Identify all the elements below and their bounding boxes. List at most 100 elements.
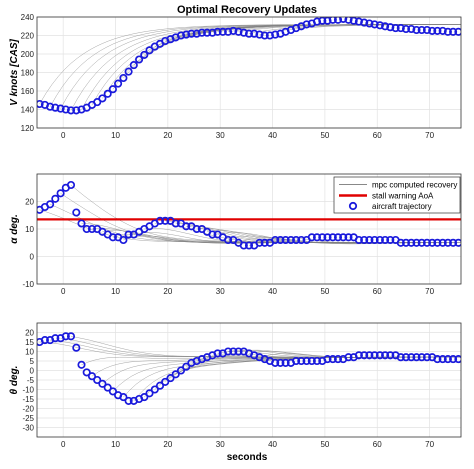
trajectory-point — [292, 356, 301, 366]
legend-label-stall: stall warning AoA — [372, 192, 434, 201]
alpha-panel: 0 10 20 30 40 50 60 70 -10 0 10 20 α deg. — [9, 173, 462, 296]
trajectory-point — [108, 233, 117, 242]
trajectory-point — [250, 29, 259, 38]
trajectory-point — [82, 368, 91, 377]
trajectory-point — [244, 29, 254, 38]
trajectory-point — [161, 216, 170, 225]
trajectory-point — [417, 353, 426, 362]
x-tick-label: 10 — [111, 287, 120, 296]
trajectory-point — [417, 25, 426, 35]
plot-content — [37, 17, 461, 115]
trajectory-point — [323, 355, 332, 364]
trajectory-point — [234, 27, 243, 36]
trajectory-point — [145, 46, 154, 55]
trajectory-point — [333, 233, 343, 242]
trajectory-point — [187, 29, 196, 38]
trajectory-point — [386, 351, 395, 360]
trajectory-point — [66, 180, 76, 190]
trajectory-point — [292, 235, 301, 245]
trajectory-point — [312, 17, 322, 26]
trajectory-point — [412, 25, 421, 35]
trajectory-point — [176, 31, 186, 40]
x-tick-label: 40 — [268, 440, 277, 449]
trajectory-point — [375, 21, 384, 30]
trajectory-point — [77, 360, 86, 369]
trajectory-point — [260, 31, 269, 40]
trajectory-point — [443, 27, 452, 36]
trajectory-point — [312, 233, 322, 242]
legend-label-mpc: mpc computed recovery — [372, 181, 457, 190]
trajectory-point — [433, 238, 442, 247]
trajectory-point — [82, 224, 91, 234]
y-tick-label: 20 — [25, 198, 34, 207]
trajectory-point — [208, 230, 217, 239]
trajectory-point — [119, 73, 128, 83]
trajectory-point — [87, 224, 97, 234]
trajectory-point — [438, 238, 447, 247]
trajectory-point — [396, 24, 405, 33]
trajectory-point — [360, 351, 369, 360]
trajectory-point — [454, 238, 461, 247]
y-axis-label: α deg. — [9, 214, 20, 244]
y-tick-label: 220 — [21, 32, 35, 41]
x-tick-label: 50 — [320, 440, 329, 449]
trajectory-point — [370, 235, 379, 245]
trajectory-point — [61, 105, 70, 114]
trajectory-point — [281, 358, 290, 367]
trajectory-point — [166, 374, 175, 383]
trajectory-point — [344, 233, 353, 242]
trajectory-point — [129, 61, 138, 70]
axes-frame — [36, 173, 462, 285]
trajectory-point — [276, 235, 285, 245]
trajectory-point — [354, 351, 363, 360]
trajectory-point — [396, 238, 405, 247]
trajectory-point — [182, 222, 191, 231]
x-tick-label: 10 — [111, 440, 120, 449]
y-tick-label: 120 — [21, 124, 35, 133]
x-tick-label: 60 — [373, 287, 382, 296]
velocity-panel: 0 10 20 30 40 50 60 70 120 140 160 180 200 220 240 V kn… — [9, 13, 462, 140]
trajectory-point — [140, 50, 149, 59]
trajectory-point — [449, 238, 458, 247]
trajectory-point — [98, 379, 107, 388]
trajectory-point — [103, 89, 112, 98]
trajectory-point — [56, 104, 65, 113]
trajectory-point — [386, 23, 395, 32]
x-tick-label: 30 — [216, 131, 225, 140]
plot-content — [37, 180, 461, 250]
trajectory-point — [354, 17, 363, 26]
trajectory-point — [229, 26, 238, 35]
trajectory-point — [77, 219, 86, 228]
y-tick-label: -25 — [22, 414, 34, 423]
trajectory-point — [454, 355, 461, 364]
trajectory-point — [375, 351, 384, 360]
trajectory-point — [365, 351, 374, 360]
trajectory-point — [422, 238, 432, 247]
x-tick-label: 0 — [61, 287, 66, 296]
trajectory-point — [87, 372, 97, 381]
trajectory-point — [386, 235, 395, 245]
x-tick-label: 0 — [61, 131, 66, 140]
trajectory-point — [328, 355, 337, 364]
trajectory-point — [323, 17, 332, 25]
trajectory-point — [344, 353, 353, 362]
trajectory-point — [224, 347, 233, 356]
x-tick-label: 10 — [111, 131, 120, 140]
trajectory-point — [381, 351, 390, 360]
trajectory-point — [365, 19, 374, 28]
trajectory-point — [407, 353, 416, 362]
trajectory-point — [224, 27, 233, 36]
y-tick-label: 140 — [21, 106, 35, 115]
x-tick-label: 70 — [425, 287, 434, 296]
y-tick-label: -15 — [22, 395, 34, 404]
y-tick-label: 180 — [21, 69, 35, 78]
trajectory-point — [422, 353, 432, 362]
trajectory-point — [224, 235, 233, 245]
trajectory-point — [66, 106, 76, 115]
y-tick-label: 20 — [25, 329, 34, 338]
trajectory-point — [422, 25, 432, 35]
trajectory-point — [72, 106, 81, 115]
trajectory-point — [333, 355, 343, 364]
trajectory-point — [56, 189, 65, 198]
trajectory-point — [265, 31, 274, 40]
